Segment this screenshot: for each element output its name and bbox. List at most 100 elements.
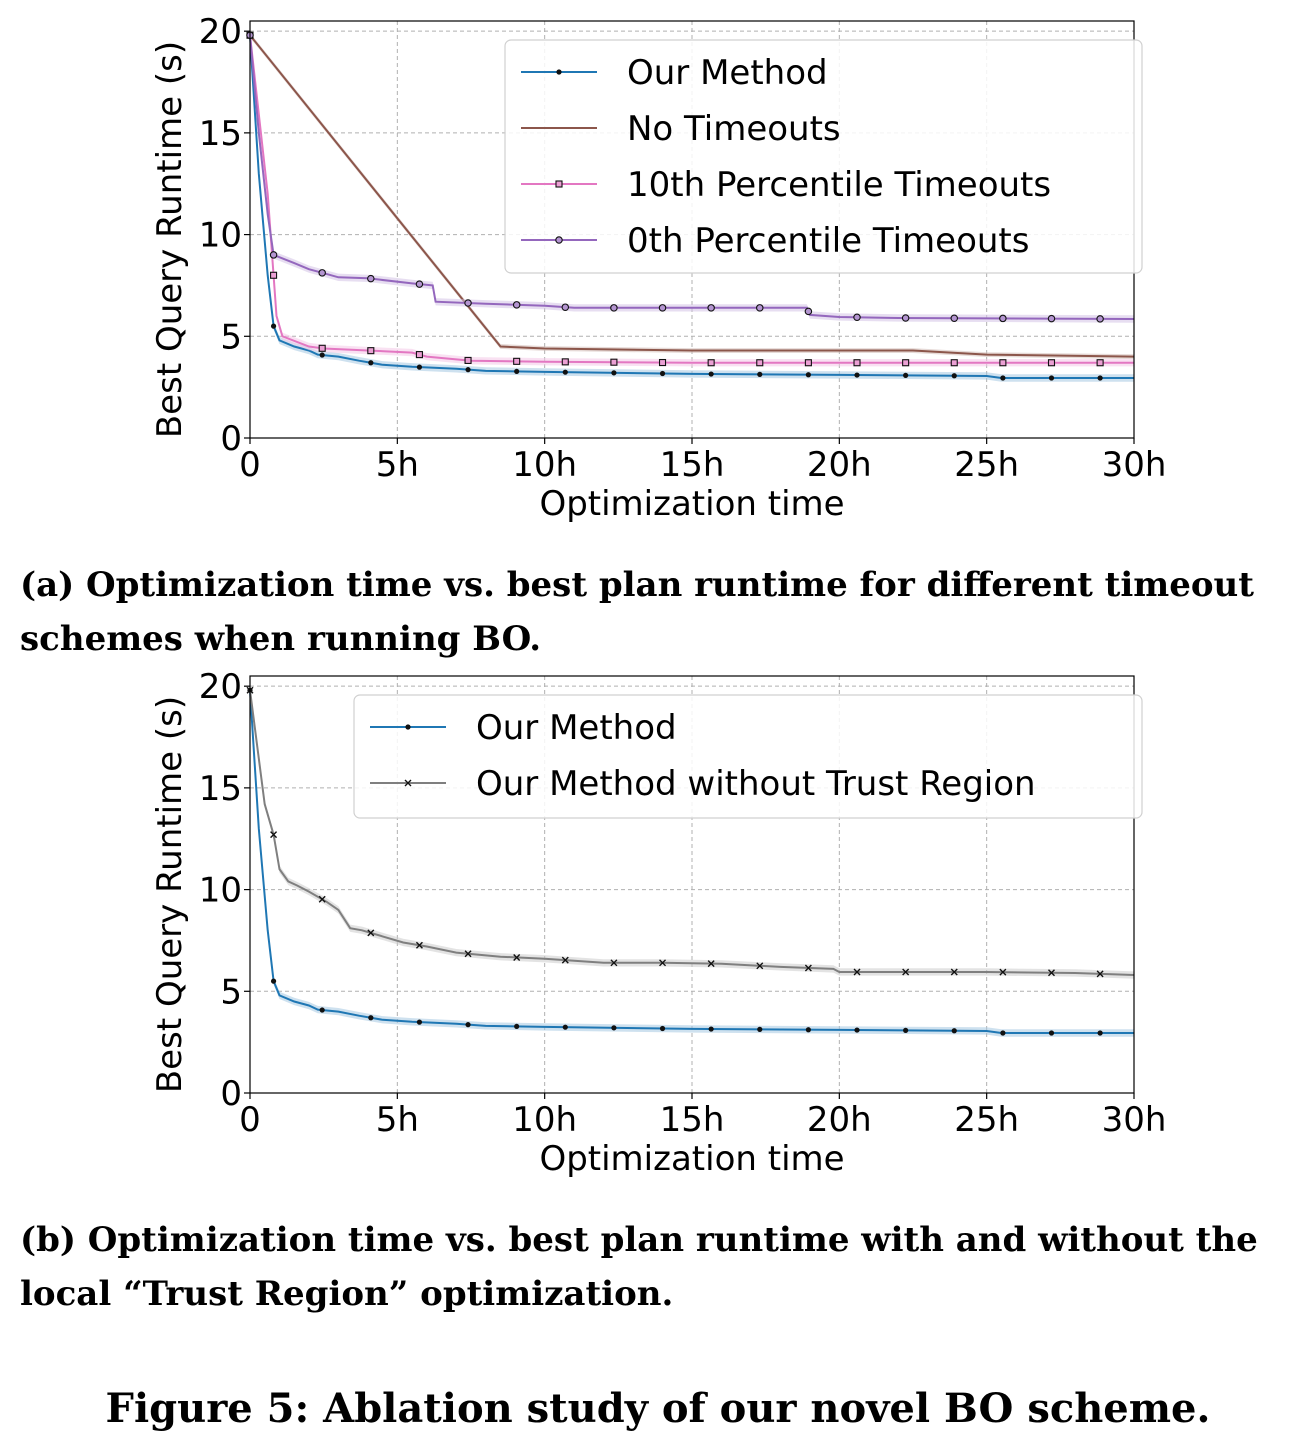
y-tick-label: 15: [199, 769, 242, 809]
data-point: [319, 1007, 325, 1013]
legend-label: 0th Percentile Timeouts: [627, 221, 1029, 261]
series-1: [249, 32, 1135, 360]
caption-b: (b) Optimization time vs. best plan runt…: [20, 1220, 1258, 1314]
data-point: [514, 1023, 520, 1030]
legend-marker: [556, 69, 562, 75]
data-point: [659, 370, 666, 377]
y-tick-label: 10: [199, 216, 242, 256]
series-0: [247, 686, 1134, 1037]
series-0: [247, 31, 1134, 382]
caption-a: (a) Optimization time vs. best plan runt…: [20, 565, 1254, 659]
data-point: [318, 344, 326, 352]
x-tick-label: 0: [239, 445, 261, 485]
data-point: [902, 359, 910, 367]
data-point: [270, 271, 278, 279]
data-point: [1048, 375, 1055, 381]
legend-marker: [555, 236, 563, 244]
data-point: [902, 968, 910, 976]
data-point: [319, 352, 325, 358]
series-3: [246, 31, 1135, 323]
y-tick-label: 0: [220, 1074, 242, 1114]
x-tick-label: 0: [239, 1100, 261, 1140]
y-tick-label: 20: [199, 12, 242, 52]
data-point: [415, 351, 423, 359]
x-tick-label: 30h: [1102, 1100, 1167, 1140]
data-point: [368, 1015, 374, 1021]
y-tick-label: 0: [220, 419, 242, 459]
data-point: [416, 1019, 423, 1025]
data-point: [999, 314, 1007, 323]
legend: Our Method No Timeouts 10th Percentile Tim…: [504, 39, 1143, 274]
x-tick-label: 25h: [954, 1100, 1019, 1140]
legend-label: Our Method: [476, 708, 677, 748]
data-point: [903, 1027, 909, 1033]
data-point: [513, 953, 521, 961]
data-point: [512, 301, 521, 309]
series-line: [249, 35, 1134, 364]
data-point: [610, 959, 618, 967]
x-tick-label: 5h: [376, 445, 419, 485]
x-tick-label: 20h: [807, 445, 872, 485]
data-point: [999, 359, 1007, 367]
data-point: [903, 372, 909, 378]
data-point: [901, 314, 910, 322]
data-point: [659, 1025, 666, 1032]
data-point: [1096, 970, 1104, 978]
data-point: [464, 356, 472, 364]
x-axis-label: Optimization time: [539, 484, 844, 524]
data-point: [707, 304, 715, 312]
figure-caption: Figure 5: Ablation study of our novel BO…: [105, 1385, 1211, 1432]
data-point: [707, 960, 715, 968]
data-point: [950, 359, 958, 367]
data-point: [561, 358, 569, 366]
data-point: [708, 371, 714, 377]
data-point: [1097, 1030, 1103, 1036]
x-tick-label: 15h: [660, 1100, 725, 1140]
data-point: [853, 313, 861, 322]
data-point: [658, 358, 667, 367]
data-point: [1047, 314, 1056, 323]
data-point: [853, 968, 861, 976]
data-point: [1048, 1030, 1055, 1036]
series-1: [246, 686, 1135, 979]
y-tick-label: 10: [199, 871, 242, 911]
data-point: [415, 941, 423, 949]
data-point: [950, 314, 959, 322]
x-tick-label: 15h: [660, 445, 725, 485]
series-2: [246, 31, 1134, 367]
data-point: [610, 304, 618, 312]
x-axis-label: Optimization time: [539, 1139, 844, 1179]
legend-label: Our Method without Trust Region: [476, 764, 1036, 804]
x-tick-label: 30h: [1102, 445, 1167, 485]
data-point: [1000, 375, 1006, 381]
data-point: [416, 364, 423, 370]
data-point: [804, 307, 813, 316]
data-point: [464, 299, 472, 307]
data-point: [1097, 375, 1103, 381]
legend-marker: [555, 180, 563, 188]
data-point: [804, 964, 812, 972]
data-point: [465, 1022, 471, 1028]
legend-marker: [405, 724, 411, 730]
data-point: [1047, 359, 1056, 367]
data-point: [854, 372, 860, 378]
series-line: [249, 690, 1135, 976]
data-point: [318, 269, 326, 277]
y-axis-label: Best Query Runtime (s): [150, 41, 190, 438]
y-tick-label: 20: [199, 667, 242, 707]
data-point: [951, 1028, 957, 1034]
data-point: [853, 359, 861, 367]
data-point: [854, 1027, 860, 1033]
data-point: [659, 959, 667, 967]
legend-label: No Timeouts: [627, 109, 841, 149]
data-point: [270, 831, 278, 839]
data-point: [999, 968, 1007, 976]
chart-a: 0 5h 10h 15h 20h 25h 30h 0 5 10 15 20 Optimization t…: [150, 12, 1167, 524]
data-point: [708, 1026, 714, 1032]
data-point: [1000, 1030, 1006, 1036]
series-line: [249, 34, 1135, 358]
y-tick-label: 5: [220, 317, 242, 357]
data-point: [367, 929, 375, 937]
y-tick-label: 15: [199, 114, 242, 154]
data-point: [269, 251, 278, 259]
